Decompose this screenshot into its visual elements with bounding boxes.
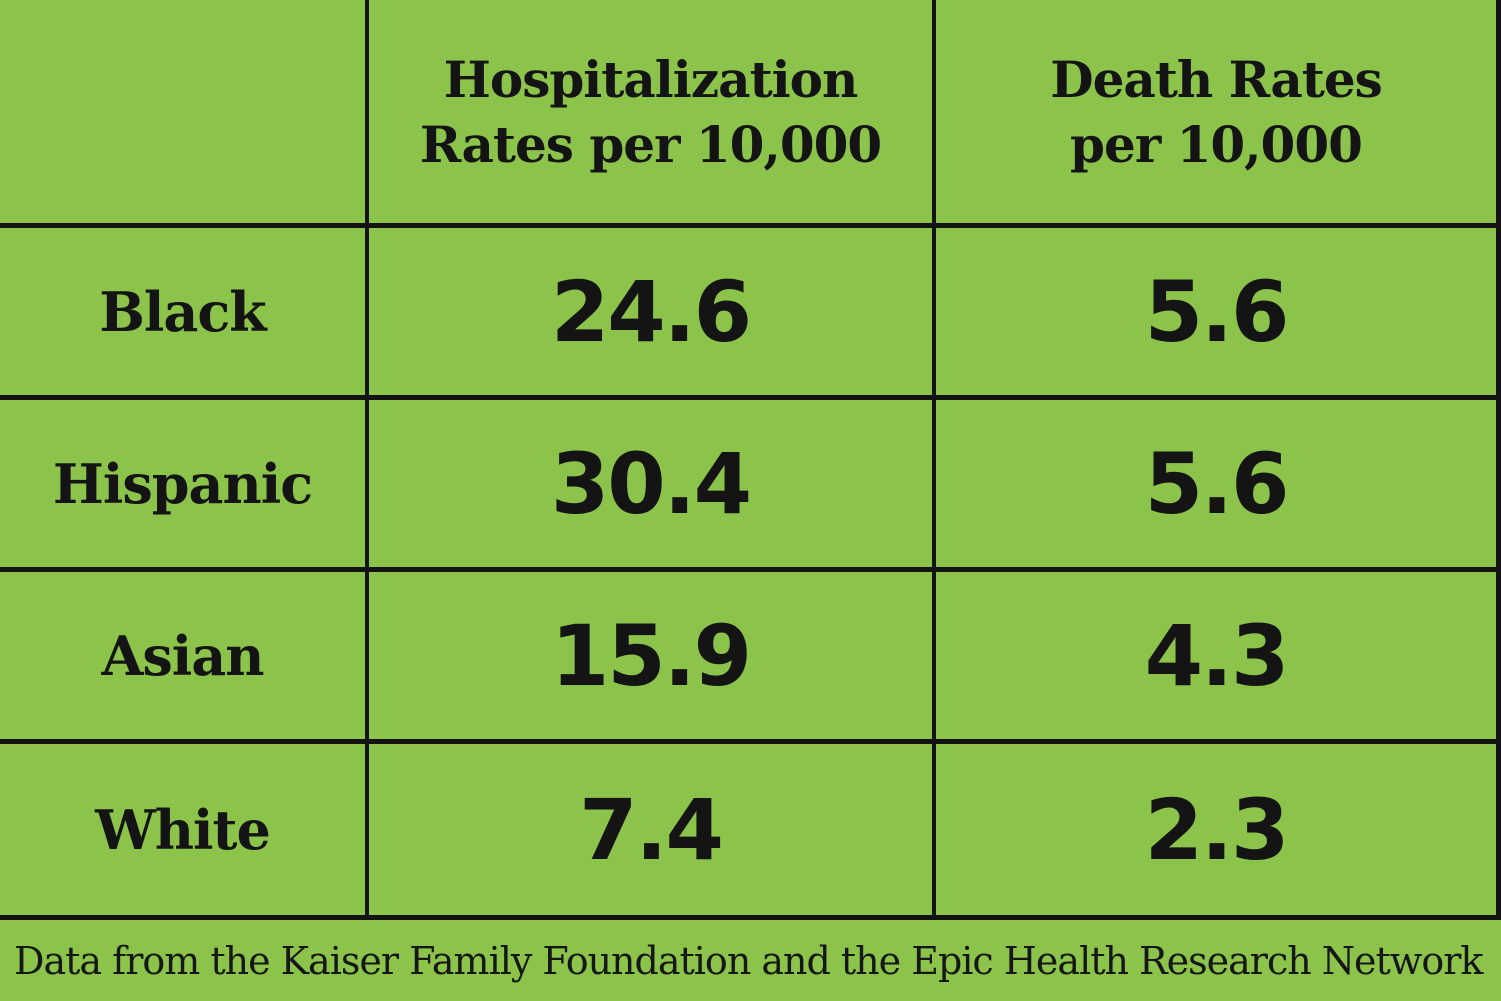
row-label: Asian xyxy=(0,572,369,744)
death-rate-value: 4.3 xyxy=(936,572,1501,744)
death-rate-value: 5.6 xyxy=(936,228,1501,400)
hospitalization-value: 24.6 xyxy=(369,228,936,400)
row-label: White xyxy=(0,744,369,920)
hospitalization-value: 30.4 xyxy=(369,400,936,572)
death-rate-value: 5.6 xyxy=(936,400,1501,572)
hospitalization-value: 7.4 xyxy=(369,744,936,920)
row-label: Black xyxy=(0,228,369,400)
rates-table: Hospitalization Rates per 10,000 Death R… xyxy=(0,0,1501,920)
header-cell-death-rates: Death Rates per 10,000 xyxy=(936,0,1501,228)
source-note: Data from the Kaiser Family Foundation a… xyxy=(14,938,1483,983)
header-cell-hospitalization-rates: Hospitalization Rates per 10,000 xyxy=(369,0,936,228)
hospitalization-value: 15.9 xyxy=(369,572,936,744)
row-label: Hispanic xyxy=(0,400,369,572)
death-rate-value: 2.3 xyxy=(936,744,1501,920)
header-cell-race xyxy=(0,0,369,228)
